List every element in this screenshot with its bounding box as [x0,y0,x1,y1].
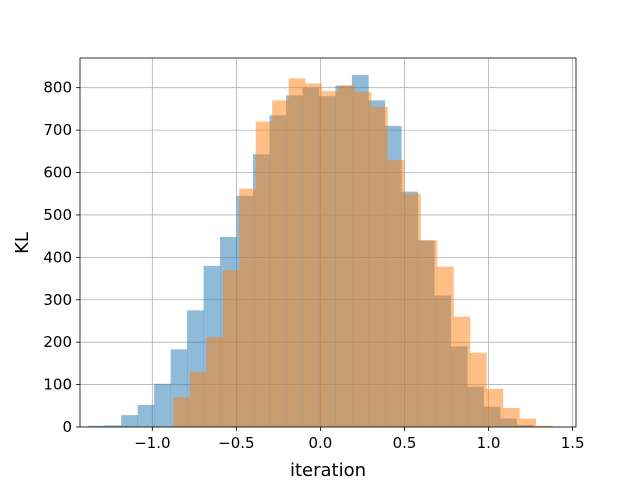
histogram-bar [535,425,553,427]
histogram-bar [519,418,537,427]
ticks-layer: −1.0 −0.5 0.0 0.5 1.0 1.5 0 100 200 300 400 500 600 7… [43,79,584,452]
histogram-bar [206,337,224,427]
x-axis-label: iteration [290,460,366,480]
y-tick-label: 800 [43,79,72,97]
histogram-bar [255,121,273,427]
histogram-bar [436,266,454,427]
histogram-bar [222,270,240,427]
histogram-bar [371,106,388,427]
histogram-bar [88,425,106,427]
y-tick-label: 0 [62,418,72,436]
histogram-bar [387,159,405,428]
y-tick-label: 600 [43,164,72,182]
histogram-bar [154,383,171,427]
histogram-bar [469,352,487,427]
histogram-series-2 [173,78,553,428]
histogram-bar [420,240,438,427]
histogram-bar [486,388,504,427]
histogram-bar [288,78,306,428]
histogram-bar [272,100,289,428]
y-tick-label: 400 [43,248,72,266]
histogram-bar [403,193,421,427]
histogram-bar [121,415,138,427]
y-tick-label: 100 [43,376,72,394]
bars-layer [88,74,553,428]
histogram-bar [338,85,355,427]
histogram-bar [104,425,122,427]
y-tick-label: 500 [43,206,72,224]
y-tick-label: 300 [43,291,72,309]
axes-frame [79,57,577,428]
histogram-bar [189,371,207,427]
y-tick-label: 200 [43,333,72,351]
histogram-bar [453,316,471,427]
x-tick-label: 1.5 [561,434,585,452]
histogram-bar [354,91,372,428]
x-tick-label: 0.5 [393,434,417,452]
x-tick-label: 0.0 [309,434,333,452]
histogram-bar [173,397,191,427]
histogram-bar [502,407,520,427]
histogram-bar [321,91,339,427]
histogram-bar [137,404,155,427]
y-axis-label: KL [12,232,33,254]
x-tick-label: 1.0 [477,434,501,452]
histogram-bar [239,188,257,427]
histogram-bar [305,83,322,427]
x-tick-label: −0.5 [218,434,254,452]
y-tick-label: 700 [43,121,72,139]
x-tick-label: −1.0 [134,434,170,452]
